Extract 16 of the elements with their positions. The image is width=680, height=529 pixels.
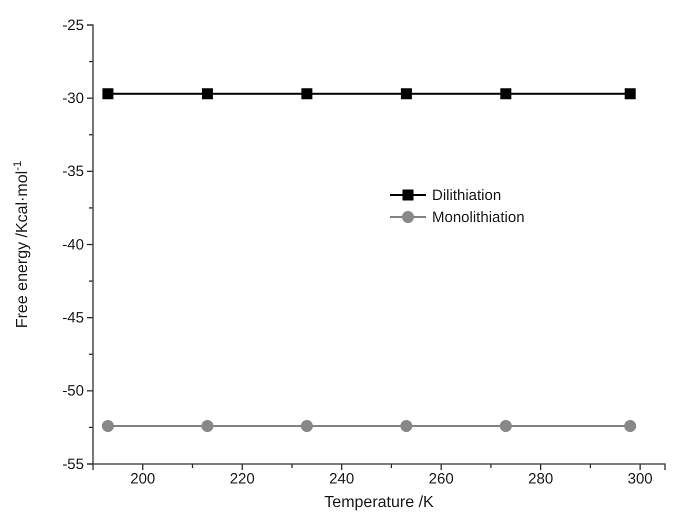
x-tick-label: 220	[230, 470, 255, 488]
y-tick-label: -25	[62, 16, 84, 34]
x-tick-label: 200	[130, 470, 156, 488]
x-axis-title: Temperature /K	[324, 494, 434, 511]
x-tick-label: 280	[528, 470, 554, 488]
y-tick-label: -30	[62, 90, 84, 107]
legend-label: Monolithiation	[432, 209, 525, 226]
x-tick-label: 300	[628, 470, 653, 488]
legend-label: Dilithiation	[432, 187, 502, 204]
x-tick-label: 240	[329, 470, 354, 488]
y-tick-label: -40	[62, 236, 84, 254]
y-tick-label: -45	[62, 309, 84, 326]
y-tick-label: -35	[62, 163, 84, 180]
x-tick-label: 260	[428, 470, 454, 488]
y-tick-label: -55	[62, 456, 84, 473]
y-tick-label: -50	[62, 382, 84, 400]
